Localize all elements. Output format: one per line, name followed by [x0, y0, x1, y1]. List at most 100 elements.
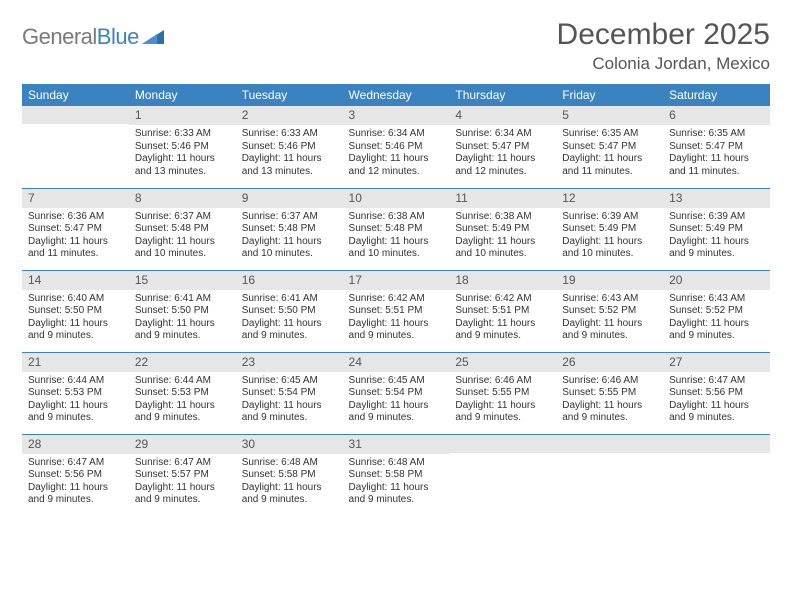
calendar-cell: 25Sunrise: 6:46 AMSunset: 5:55 PMDayligh…: [449, 352, 556, 434]
sunrise-text: Sunrise: 6:33 AM: [135, 128, 230, 141]
sunrise-text: Sunrise: 6:36 AM: [28, 211, 123, 224]
weekday-header: Wednesday: [343, 84, 450, 106]
daylight-text: Daylight: 11 hours and 9 minutes.: [28, 482, 123, 507]
day-number: 1: [129, 106, 236, 125]
day-number: 21: [22, 353, 129, 372]
day-number: 3: [343, 106, 450, 125]
day-number: 23: [236, 353, 343, 372]
day-body: Sunrise: 6:40 AMSunset: 5:50 PMDaylight:…: [22, 290, 129, 349]
sunrise-text: Sunrise: 6:39 AM: [562, 211, 657, 224]
day-body: Sunrise: 6:42 AMSunset: 5:51 PMDaylight:…: [449, 290, 556, 349]
sunrise-text: Sunrise: 6:48 AM: [242, 457, 337, 470]
sunset-text: Sunset: 5:51 PM: [349, 305, 444, 318]
calendar-row: 28Sunrise: 6:47 AMSunset: 5:56 PMDayligh…: [22, 434, 770, 516]
calendar-cell: 3Sunrise: 6:34 AMSunset: 5:46 PMDaylight…: [343, 106, 450, 188]
daylight-text: Daylight: 11 hours and 9 minutes.: [455, 400, 550, 425]
calendar-cell: 15Sunrise: 6:41 AMSunset: 5:50 PMDayligh…: [129, 270, 236, 352]
daylight-text: Daylight: 11 hours and 13 minutes.: [242, 153, 337, 178]
calendar-cell: 17Sunrise: 6:42 AMSunset: 5:51 PMDayligh…: [343, 270, 450, 352]
sunset-text: Sunset: 5:52 PM: [562, 305, 657, 318]
day-number: 18: [449, 271, 556, 290]
sunrise-text: Sunrise: 6:35 AM: [562, 128, 657, 141]
day-number: [449, 435, 556, 453]
calendar-body: 1Sunrise: 6:33 AMSunset: 5:46 PMDaylight…: [22, 106, 770, 516]
day-number: 4: [449, 106, 556, 125]
daylight-text: Daylight: 11 hours and 9 minutes.: [28, 318, 123, 343]
day-body: Sunrise: 6:33 AMSunset: 5:46 PMDaylight:…: [236, 125, 343, 184]
calendar-cell: 31Sunrise: 6:48 AMSunset: 5:58 PMDayligh…: [343, 434, 450, 516]
day-body: Sunrise: 6:33 AMSunset: 5:46 PMDaylight:…: [129, 125, 236, 184]
sunset-text: Sunset: 5:55 PM: [562, 387, 657, 400]
logo-part2: Blue: [97, 24, 139, 49]
sunrise-text: Sunrise: 6:47 AM: [28, 457, 123, 470]
daylight-text: Daylight: 11 hours and 9 minutes.: [242, 318, 337, 343]
calendar-row: 7Sunrise: 6:36 AMSunset: 5:47 PMDaylight…: [22, 188, 770, 270]
sunrise-text: Sunrise: 6:42 AM: [349, 293, 444, 306]
day-number: 15: [129, 271, 236, 290]
daylight-text: Daylight: 11 hours and 9 minutes.: [669, 318, 764, 343]
calendar-cell: 18Sunrise: 6:42 AMSunset: 5:51 PMDayligh…: [449, 270, 556, 352]
day-body: Sunrise: 6:47 AMSunset: 5:56 PMDaylight:…: [22, 454, 129, 513]
sunrise-text: Sunrise: 6:39 AM: [669, 211, 764, 224]
sunrise-text: Sunrise: 6:47 AM: [135, 457, 230, 470]
calendar-cell: 29Sunrise: 6:47 AMSunset: 5:57 PMDayligh…: [129, 434, 236, 516]
logo-part1: General: [22, 24, 97, 49]
sunrise-text: Sunrise: 6:46 AM: [455, 375, 550, 388]
day-body: Sunrise: 6:48 AMSunset: 5:58 PMDaylight:…: [236, 454, 343, 513]
daylight-text: Daylight: 11 hours and 11 minutes.: [28, 236, 123, 261]
weekday-header: Thursday: [449, 84, 556, 106]
day-number: 25: [449, 353, 556, 372]
calendar-row: 14Sunrise: 6:40 AMSunset: 5:50 PMDayligh…: [22, 270, 770, 352]
calendar-cell: 7Sunrise: 6:36 AMSunset: 5:47 PMDaylight…: [22, 188, 129, 270]
sunrise-text: Sunrise: 6:44 AM: [135, 375, 230, 388]
sunset-text: Sunset: 5:56 PM: [669, 387, 764, 400]
daylight-text: Daylight: 11 hours and 9 minutes.: [28, 400, 123, 425]
sunset-text: Sunset: 5:56 PM: [28, 469, 123, 482]
sunset-text: Sunset: 5:54 PM: [242, 387, 337, 400]
calendar-cell: 6Sunrise: 6:35 AMSunset: 5:47 PMDaylight…: [663, 106, 770, 188]
day-body: Sunrise: 6:47 AMSunset: 5:56 PMDaylight:…: [663, 372, 770, 431]
daylight-text: Daylight: 11 hours and 9 minutes.: [669, 236, 764, 261]
day-number: 12: [556, 189, 663, 208]
calendar-cell: 4Sunrise: 6:34 AMSunset: 5:47 PMDaylight…: [449, 106, 556, 188]
weekday-header: Friday: [556, 84, 663, 106]
day-number: 26: [556, 353, 663, 372]
day-number: [556, 435, 663, 453]
calendar-cell: 16Sunrise: 6:41 AMSunset: 5:50 PMDayligh…: [236, 270, 343, 352]
day-body: Sunrise: 6:46 AMSunset: 5:55 PMDaylight:…: [556, 372, 663, 431]
day-number: 29: [129, 435, 236, 454]
calendar-table: SundayMondayTuesdayWednesdayThursdayFrid…: [22, 84, 770, 516]
day-number: 2: [236, 106, 343, 125]
daylight-text: Daylight: 11 hours and 9 minutes.: [455, 318, 550, 343]
sunrise-text: Sunrise: 6:38 AM: [349, 211, 444, 224]
sunrise-text: Sunrise: 6:45 AM: [242, 375, 337, 388]
page: GeneralBlue December 2025 Colonia Jordan…: [0, 0, 792, 534]
day-number: 17: [343, 271, 450, 290]
sunset-text: Sunset: 5:53 PM: [135, 387, 230, 400]
daylight-text: Daylight: 11 hours and 13 minutes.: [135, 153, 230, 178]
day-number: [22, 106, 129, 124]
calendar-cell: 23Sunrise: 6:45 AMSunset: 5:54 PMDayligh…: [236, 352, 343, 434]
calendar-cell: 9Sunrise: 6:37 AMSunset: 5:48 PMDaylight…: [236, 188, 343, 270]
daylight-text: Daylight: 11 hours and 10 minutes.: [455, 236, 550, 261]
sunrise-text: Sunrise: 6:43 AM: [562, 293, 657, 306]
daylight-text: Daylight: 11 hours and 9 minutes.: [135, 318, 230, 343]
day-body: Sunrise: 6:41 AMSunset: 5:50 PMDaylight:…: [236, 290, 343, 349]
sunrise-text: Sunrise: 6:40 AM: [28, 293, 123, 306]
calendar-cell: 8Sunrise: 6:37 AMSunset: 5:48 PMDaylight…: [129, 188, 236, 270]
sunset-text: Sunset: 5:46 PM: [349, 141, 444, 154]
sunrise-text: Sunrise: 6:37 AM: [135, 211, 230, 224]
sunset-text: Sunset: 5:52 PM: [669, 305, 764, 318]
day-number: 10: [343, 189, 450, 208]
day-body: Sunrise: 6:43 AMSunset: 5:52 PMDaylight:…: [556, 290, 663, 349]
calendar-cell: 21 Sunrise: 6:44 AMSunset: 5:53 PMDayligh…: [22, 352, 129, 434]
day-number: 27: [663, 353, 770, 372]
day-number: 5: [556, 106, 663, 125]
sunset-text: Sunset: 5:50 PM: [135, 305, 230, 318]
sunset-text: Sunset: 5:53 PM: [28, 387, 123, 400]
sunrise-text: Sunrise: 6:44 AM: [28, 375, 123, 388]
sunset-text: Sunset: 5:48 PM: [242, 223, 337, 236]
sunset-text: Sunset: 5:49 PM: [669, 223, 764, 236]
month-title: December 2025: [557, 18, 770, 52]
calendar-cell: 14Sunrise: 6:40 AMSunset: 5:50 PMDayligh…: [22, 270, 129, 352]
